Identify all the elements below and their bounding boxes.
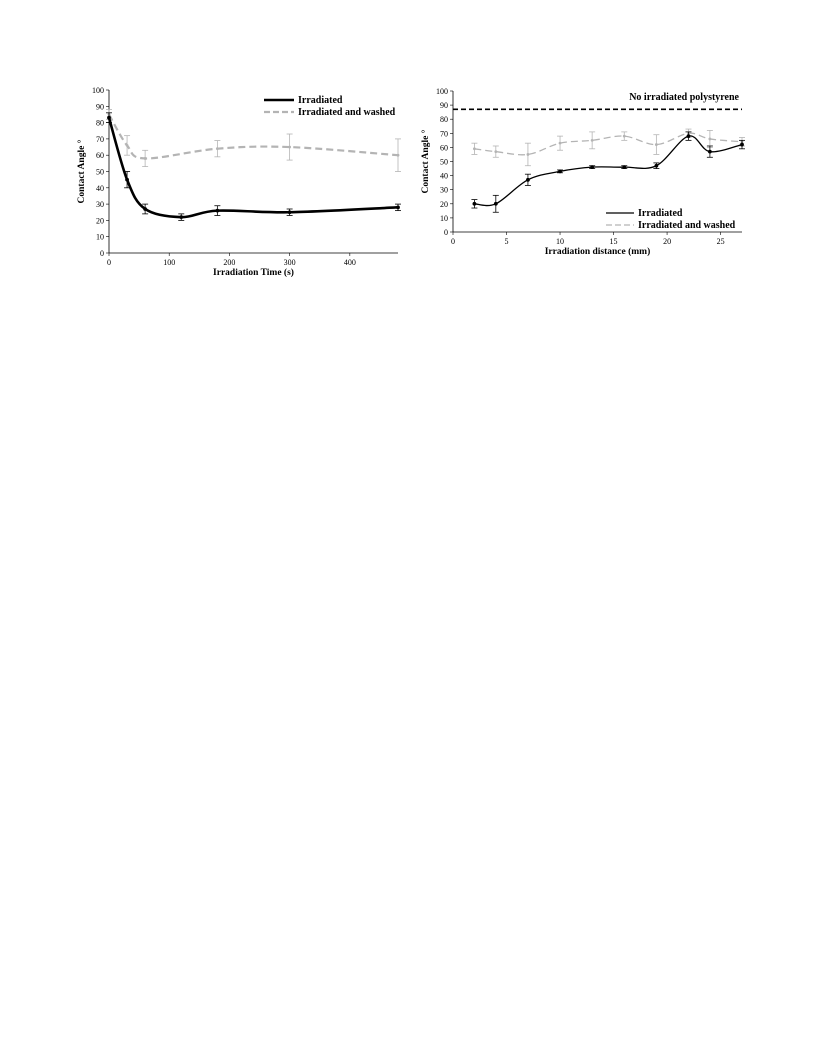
y-tick-label: 60: [440, 143, 448, 152]
y-tick-label: 10: [440, 214, 448, 223]
x-tick-label: 15: [610, 237, 618, 246]
series-line-irradiated: [107, 117, 399, 219]
y-tick-label: 20: [96, 216, 104, 225]
legend-label: Irradiated: [638, 208, 683, 219]
x-tick-label: 25: [717, 237, 725, 246]
data-point: [590, 165, 595, 170]
data-point: [740, 142, 744, 147]
series-line-irradiated: [474, 135, 743, 207]
data-point: [125, 177, 129, 182]
chart-irradiation-time: 0 10 20 30 40 50 60 70 80 90 100 0 100 200 300 400 Irrad…: [76, 86, 401, 278]
series-line-irradiated-washed: [474, 132, 743, 156]
x-tick-label: 0: [451, 237, 455, 246]
data-point: [526, 177, 530, 182]
y-tick-label: 80: [96, 119, 104, 128]
x-tick-label: 200: [223, 258, 235, 267]
data-point: [558, 169, 562, 174]
x-axis-title: Irradiation Time (s): [213, 267, 294, 278]
data-point: [125, 144, 129, 147]
legend-label: Irradiated: [298, 95, 343, 106]
y-tick-label: 50: [440, 158, 448, 167]
data-point: [622, 165, 627, 170]
data-point: [472, 201, 477, 206]
x-tick-label: 400: [344, 258, 356, 267]
data-point: [179, 215, 184, 220]
x-tick-label: 10: [556, 237, 564, 246]
data-point: [287, 210, 292, 215]
data-point: [654, 163, 659, 168]
data-point: [707, 149, 712, 154]
y-tick-label: 80: [440, 115, 448, 124]
y-axis-title: Contact Angle °: [76, 139, 87, 203]
legend-label: Irradiated and washed: [298, 107, 396, 118]
data-point: [215, 147, 219, 151]
data-point: [107, 115, 111, 120]
data-point: [708, 137, 712, 141]
chart-irradiation-distance: 0 10 20 30 40 50 60 70 80 90 100 0 5 10 15 20 25 Irradiat…: [420, 87, 745, 257]
data-point: [396, 205, 400, 210]
x-axis-title: Irradiation distance (mm): [545, 246, 651, 257]
series-line-irradiated-washed: [108, 113, 399, 160]
y-tick-label: 40: [96, 184, 104, 193]
data-point: [590, 138, 594, 142]
y-tick-label: 90: [440, 101, 448, 110]
y-tick-label: 30: [96, 200, 104, 209]
legend-label: Irradiated and washed: [638, 220, 736, 231]
y-tick-label: 50: [96, 168, 104, 177]
y-tick-label: 0: [100, 249, 104, 258]
y-tick-label: 0: [444, 228, 448, 237]
data-point: [686, 134, 691, 139]
y-tick-label: 20: [440, 200, 448, 209]
x-tick-label: 5: [505, 237, 509, 246]
y-tick-label: 100: [436, 87, 448, 96]
y-tick-label: 90: [96, 102, 104, 111]
x-tick-label: 20: [663, 237, 671, 246]
data-point: [558, 141, 562, 145]
y-tick-label: 60: [96, 151, 104, 160]
data-point: [526, 153, 530, 156]
data-point: [622, 134, 626, 138]
data-point: [654, 143, 658, 146]
x-tick-label: 300: [284, 258, 296, 267]
y-tick-label: 40: [440, 172, 448, 181]
y-tick-label: 70: [96, 135, 104, 144]
data-point: [494, 150, 498, 154]
y-tick-label: 70: [440, 129, 448, 138]
y-axis-title: Contact Angle °: [420, 129, 431, 193]
data-point: [396, 153, 400, 157]
data-point: [215, 208, 220, 213]
x-tick-label: 100: [163, 258, 175, 267]
data-point: [143, 157, 147, 160]
data-point: [288, 145, 292, 149]
x-tick-label: 0: [107, 258, 111, 267]
annotation-label: No irradiated polystyrene: [629, 92, 739, 103]
y-tick-label: 30: [440, 186, 448, 195]
y-tick-label: 100: [92, 86, 104, 95]
y-tick-label: 10: [96, 233, 104, 242]
data-point: [493, 201, 498, 206]
data-point: [143, 207, 148, 211]
data-point: [473, 147, 476, 151]
